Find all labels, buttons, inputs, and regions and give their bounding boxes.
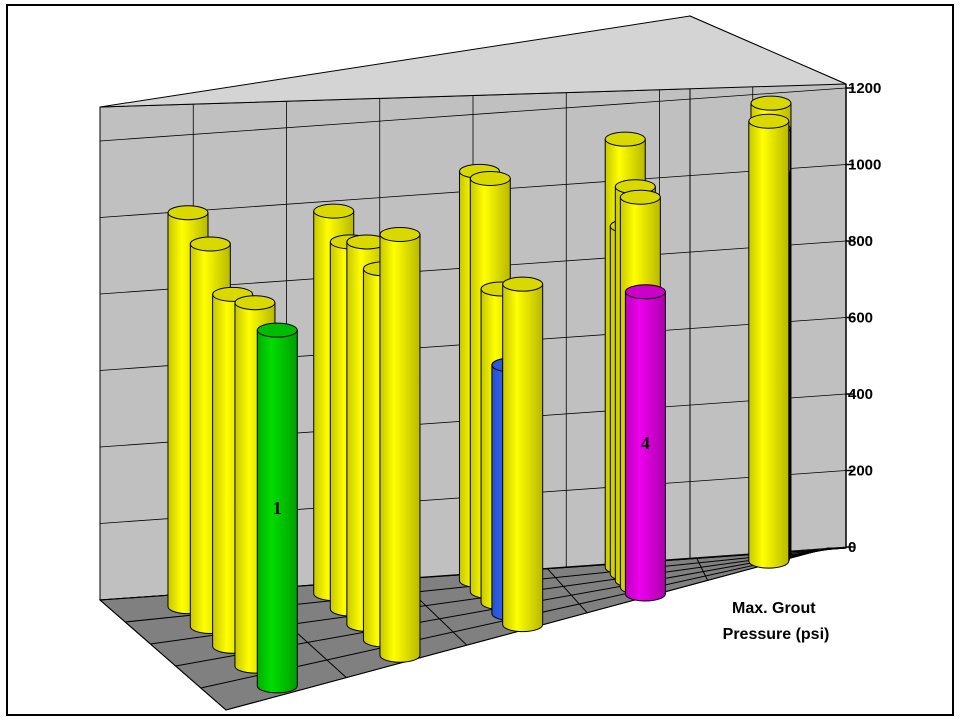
bar <box>379 226 421 663</box>
z-axis: 0 200 400 600 800 1000 1200 <box>845 80 881 556</box>
bar: 4 <box>624 284 666 602</box>
floor-gridline <box>547 568 588 614</box>
bar-top <box>256 322 298 338</box>
bar-top <box>748 113 790 129</box>
bar-label: 4 <box>641 433 650 453</box>
bar-top <box>379 226 421 242</box>
chart-bars: 1114 <box>167 95 792 694</box>
bar-top <box>502 276 544 292</box>
bar-body <box>748 120 790 569</box>
z-tick-label: 400 <box>848 386 873 403</box>
bar-label: 1 <box>273 498 282 518</box>
floor-gridline <box>99 599 227 711</box>
z-tick-label: 1200 <box>848 80 881 97</box>
bar-top <box>313 203 355 219</box>
floor-gridline <box>696 558 709 581</box>
bar-top <box>469 171 511 186</box>
bar-top <box>189 236 231 252</box>
z-tick-label: 0 <box>848 539 856 556</box>
bar-top <box>604 131 646 147</box>
z-axis-title: Max. Grout Pressure (psi) <box>723 600 830 643</box>
bar <box>748 113 790 569</box>
bar-body <box>502 283 544 633</box>
bar-body <box>256 329 298 694</box>
bar-body <box>379 233 421 663</box>
bar-top <box>234 295 276 311</box>
bar <box>502 276 544 633</box>
bar-top <box>167 205 209 221</box>
z-tick-label: 200 <box>848 463 873 480</box>
z-tick-label: 800 <box>848 233 873 250</box>
bar-top <box>750 95 792 111</box>
bar-top <box>624 284 666 300</box>
z-tick-label: 1000 <box>848 157 881 174</box>
bar-body <box>624 291 666 602</box>
bar-top <box>619 189 661 205</box>
z-tick-label: 600 <box>848 310 873 327</box>
bar: 1 <box>256 322 298 694</box>
